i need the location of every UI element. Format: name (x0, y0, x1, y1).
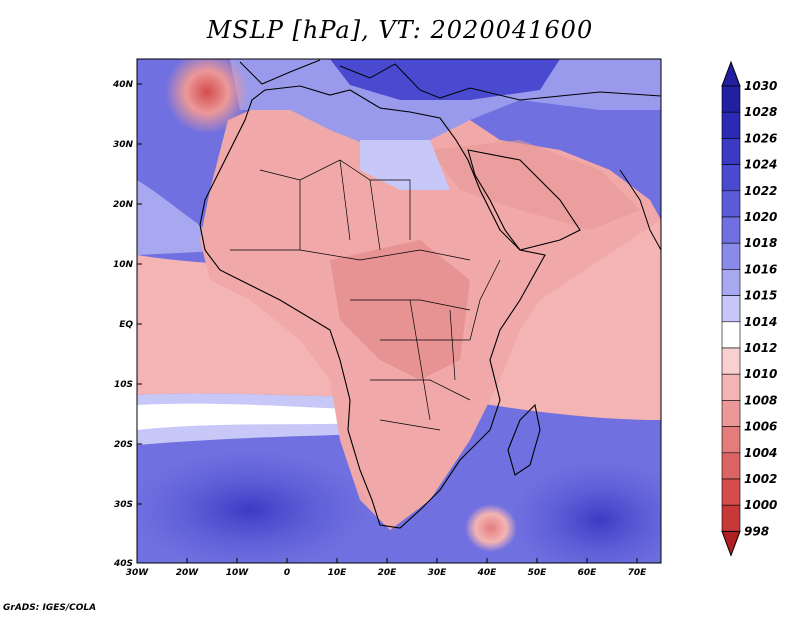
colorbar-segment (721, 269, 741, 296)
colorbar-top-arrow (721, 60, 741, 87)
colorbar-segment (721, 138, 741, 165)
colorbar-segment (721, 400, 741, 427)
lat-tick-label: 40S (113, 559, 133, 569)
lon-tick-label: 40E (477, 568, 498, 578)
lat-tick-label: 20S (114, 440, 133, 450)
colorbar-segment (721, 478, 741, 506)
colorbar-segment (721, 242, 741, 270)
lon-tick-label: 0 (284, 568, 290, 578)
colorbar-segment (721, 85, 741, 113)
south-atlantic-high (137, 450, 370, 563)
colorbar-label: 1026 (744, 131, 777, 145)
lon-tick-label: 30E (428, 568, 448, 578)
colorbar-label: 1008 (744, 393, 777, 407)
lon-tick-label: 20W (176, 568, 200, 578)
arabia-low (430, 140, 640, 230)
lat-tick-label: 30N (113, 140, 134, 150)
lat-tick-label: 10N (113, 260, 134, 270)
latitude-axis: 40N 30N 20N 10N EQ 10S 20S 30S 40S (112, 80, 142, 569)
colorbar-label: 1024 (744, 158, 777, 172)
colorbar-segment (721, 504, 741, 532)
south-indian-high (510, 460, 661, 563)
colorbar: 1030 1028 1026 1024 1022 1020 1018 1016 1015 1014… (721, 60, 777, 557)
map-frame (136, 58, 662, 564)
arabia-coastline (467, 149, 581, 251)
azores-low (165, 59, 249, 134)
colorbar-label: 1010 (744, 367, 777, 381)
colorbar-segment (721, 347, 741, 375)
colorbar-label: 1012 (744, 341, 777, 355)
colorbar-segment (721, 164, 741, 192)
colorbar-segment (721, 111, 741, 139)
lon-tick-label: 60E (578, 568, 598, 578)
egypt-libya-ridge (360, 140, 450, 190)
colorbar-label: 1030 (744, 79, 777, 93)
lon-tick-label: 10E (328, 568, 348, 578)
country-borders (230, 159, 501, 431)
north-high-field (230, 59, 661, 150)
colorbar-label: 1016 (744, 262, 777, 276)
map-plot-area (137, 59, 661, 563)
colorbar-label: 1004 (744, 446, 777, 460)
africa-coastline (199, 85, 546, 529)
colorbar-bottom-arrow (721, 530, 741, 557)
colorbar-segment (721, 426, 741, 454)
central-africa-low (330, 240, 470, 380)
colorbar-segment (721, 373, 741, 401)
colorbar-label: 1018 (744, 236, 777, 250)
colorbar-label: 1020 (744, 210, 777, 224)
map-title: MSLP [hPa], VT: 2020041600 (206, 16, 594, 44)
lat-tick-label: 20N (113, 200, 134, 210)
colorbar-label: 998 (744, 524, 769, 538)
colorbar-label: 1014 (744, 315, 777, 329)
lat-tick-label: 30S (114, 500, 133, 510)
lon-tick-label: 20E (378, 568, 398, 578)
lat-tick-label: 40N (112, 80, 134, 90)
colorbar-label: 1002 (744, 472, 777, 486)
lon-tick-label: 70E (628, 568, 648, 578)
credit-text: GrADS: IGES/COLA (3, 603, 97, 613)
south-cutoff-low (465, 504, 517, 552)
colorbar-segment (721, 190, 741, 218)
lon-tick-label: 30W (126, 568, 150, 578)
colorbar-segment (721, 321, 741, 349)
europe-high (330, 59, 560, 100)
colorbar-label: 1022 (744, 184, 777, 198)
colorbar-segment (721, 295, 741, 323)
lat-tick-label: 10S (114, 380, 133, 390)
lat-tick-label: EQ (119, 320, 133, 330)
europe-coastline (239, 59, 661, 101)
colorbar-segment (721, 216, 741, 244)
colorbar-label: 1028 (744, 105, 777, 119)
colorbar-label: 1000 (744, 498, 777, 512)
longitude-axis: 30W 20W 10W 0 10E 20E 30E 40E 50E 60E 70E (126, 558, 647, 578)
colorbar-label: 1015 (744, 289, 777, 303)
colorbar-segment (721, 452, 741, 480)
madagascar-coastline (507, 403, 541, 476)
colorbar-label: 1006 (744, 420, 777, 434)
india-coastline (619, 169, 661, 251)
lon-tick-label: 10W (226, 568, 250, 578)
lon-tick-label: 50E (528, 568, 548, 578)
